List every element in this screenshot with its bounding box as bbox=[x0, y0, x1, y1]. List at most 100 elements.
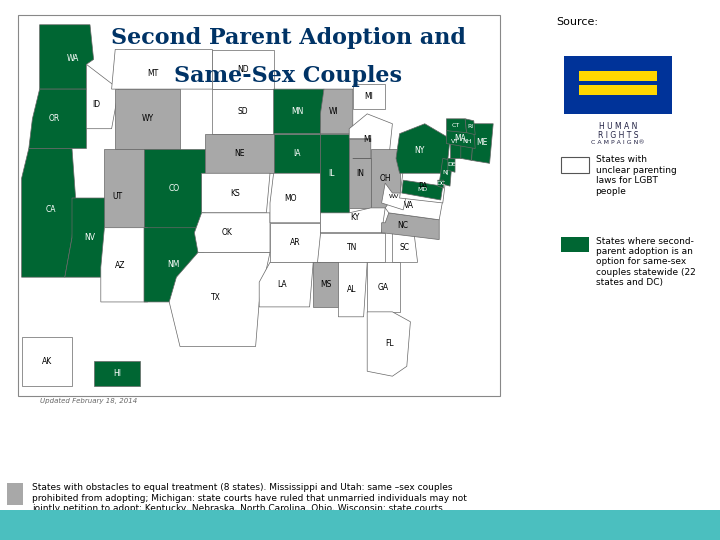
Polygon shape bbox=[22, 336, 72, 386]
Text: H U M A N: H U M A N bbox=[599, 122, 637, 131]
Text: MT: MT bbox=[148, 69, 159, 78]
Polygon shape bbox=[349, 139, 371, 208]
Text: RI: RI bbox=[467, 124, 473, 129]
Polygon shape bbox=[169, 252, 270, 347]
Text: TX: TX bbox=[210, 293, 220, 301]
Polygon shape bbox=[205, 133, 274, 173]
Text: OH: OH bbox=[379, 174, 391, 183]
Text: KY: KY bbox=[350, 213, 359, 222]
Text: AL: AL bbox=[347, 285, 356, 294]
Text: PA: PA bbox=[418, 181, 428, 191]
Text: HI: HI bbox=[113, 369, 121, 378]
Polygon shape bbox=[144, 148, 205, 228]
Polygon shape bbox=[313, 262, 338, 307]
Polygon shape bbox=[65, 198, 112, 277]
Polygon shape bbox=[472, 124, 493, 163]
Text: OR: OR bbox=[49, 114, 60, 123]
Text: DC: DC bbox=[436, 181, 445, 186]
Bar bbox=[561, 237, 589, 252]
Polygon shape bbox=[439, 158, 452, 186]
Text: IN: IN bbox=[356, 168, 364, 178]
Text: MO: MO bbox=[284, 194, 297, 204]
Text: States with
unclear parenting
laws for LGBT
people: States with unclear parenting laws for L… bbox=[595, 156, 676, 195]
Polygon shape bbox=[382, 213, 439, 240]
Text: WI: WI bbox=[329, 107, 339, 117]
Text: MI: MI bbox=[363, 136, 372, 144]
Text: CO: CO bbox=[169, 184, 180, 193]
Polygon shape bbox=[349, 114, 392, 158]
Text: MN: MN bbox=[292, 107, 304, 116]
Polygon shape bbox=[274, 133, 320, 173]
Polygon shape bbox=[371, 148, 400, 208]
Polygon shape bbox=[94, 361, 140, 386]
Text: WV: WV bbox=[389, 194, 399, 199]
Polygon shape bbox=[338, 262, 367, 317]
Polygon shape bbox=[112, 50, 212, 89]
Bar bbox=[18, 15, 500, 396]
Bar bbox=[580, 71, 657, 80]
Polygon shape bbox=[144, 228, 205, 302]
Text: SC: SC bbox=[399, 243, 409, 252]
Text: TN: TN bbox=[347, 243, 357, 252]
Text: AR: AR bbox=[290, 238, 300, 247]
Polygon shape bbox=[367, 262, 400, 312]
Text: AK: AK bbox=[42, 357, 52, 366]
Polygon shape bbox=[270, 222, 320, 262]
Text: OK: OK bbox=[221, 228, 233, 237]
Polygon shape bbox=[194, 213, 270, 252]
Polygon shape bbox=[450, 124, 461, 158]
Text: LA: LA bbox=[277, 280, 287, 288]
Polygon shape bbox=[101, 228, 148, 302]
Polygon shape bbox=[400, 170, 446, 203]
Polygon shape bbox=[353, 84, 385, 109]
Text: States with obstacles to equal treatment (8 states). Mississippi and Utah: same : States with obstacles to equal treatment… bbox=[32, 483, 467, 523]
Polygon shape bbox=[212, 89, 274, 133]
Polygon shape bbox=[259, 262, 313, 307]
Text: NV: NV bbox=[84, 233, 95, 242]
Bar bbox=[564, 56, 672, 114]
Polygon shape bbox=[438, 180, 444, 188]
Text: R I G H T S: R I G H T S bbox=[598, 131, 639, 140]
Polygon shape bbox=[446, 131, 475, 149]
Polygon shape bbox=[202, 173, 270, 213]
Polygon shape bbox=[465, 119, 475, 134]
Polygon shape bbox=[104, 148, 144, 228]
Polygon shape bbox=[317, 233, 385, 262]
Polygon shape bbox=[320, 133, 349, 213]
Polygon shape bbox=[367, 312, 410, 376]
Text: Source:: Source: bbox=[556, 17, 598, 27]
Text: C A M P A I G N®: C A M P A I G N® bbox=[591, 139, 645, 145]
Text: Second Parent Adoption and: Second Parent Adoption and bbox=[111, 27, 465, 49]
Text: NH: NH bbox=[462, 139, 472, 144]
Polygon shape bbox=[392, 233, 418, 262]
Text: IA: IA bbox=[293, 149, 301, 158]
Text: ND: ND bbox=[237, 65, 249, 74]
Text: ID: ID bbox=[92, 100, 100, 109]
Text: NC: NC bbox=[397, 220, 408, 230]
Text: Same-Sex Couples: Same-Sex Couples bbox=[174, 65, 402, 86]
Text: NY: NY bbox=[414, 146, 425, 154]
Polygon shape bbox=[40, 25, 94, 89]
Polygon shape bbox=[461, 124, 474, 160]
Polygon shape bbox=[320, 208, 385, 233]
Polygon shape bbox=[396, 124, 450, 173]
Polygon shape bbox=[446, 119, 467, 133]
Text: DE: DE bbox=[447, 163, 456, 167]
Text: MS: MS bbox=[320, 280, 331, 289]
Text: CT: CT bbox=[452, 123, 460, 128]
Text: States where second-
parent adoption is an
option for same-sex
couples statewide: States where second- parent adoption is … bbox=[595, 237, 696, 287]
Polygon shape bbox=[385, 193, 443, 220]
Text: NE: NE bbox=[234, 149, 245, 158]
Text: MA: MA bbox=[454, 134, 467, 143]
Polygon shape bbox=[115, 89, 180, 148]
Polygon shape bbox=[402, 180, 443, 200]
Text: UT: UT bbox=[112, 192, 122, 201]
Bar bbox=[580, 85, 657, 95]
Polygon shape bbox=[270, 173, 320, 222]
Text: Updated February 18, 2014: Updated February 18, 2014 bbox=[40, 398, 137, 404]
Text: IL: IL bbox=[328, 168, 336, 178]
Polygon shape bbox=[274, 89, 324, 133]
Text: WA: WA bbox=[66, 54, 78, 63]
Text: SD: SD bbox=[238, 107, 248, 116]
Text: VA: VA bbox=[404, 201, 414, 210]
